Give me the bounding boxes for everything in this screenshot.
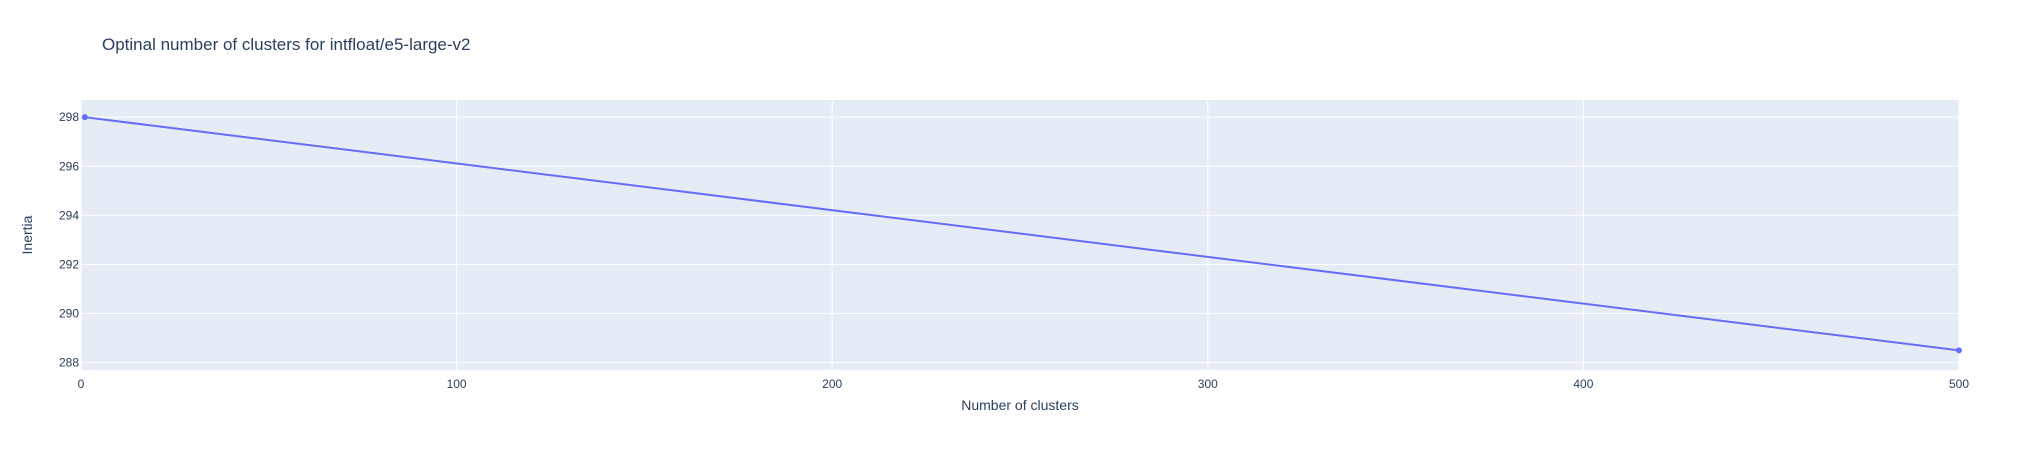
y-tick-label: 296 xyxy=(59,159,79,173)
y-tick-label: 288 xyxy=(59,356,79,370)
x-tick-label: 400 xyxy=(1573,377,1593,391)
x-tick-label: 100 xyxy=(447,377,467,391)
gridlines xyxy=(80,100,1960,370)
y-tick-label: 294 xyxy=(59,208,79,222)
series-line xyxy=(84,116,1960,352)
x-tick-labels: 0 100 200 300 400 500 xyxy=(78,377,1970,391)
x-tick-label: 500 xyxy=(1949,377,1969,391)
y-axis-title: Inertia xyxy=(19,215,35,254)
data-point xyxy=(1956,347,1962,354)
x-tick-label: 0 xyxy=(78,377,85,391)
chart-title: Optinal number of clusters for intfloat/… xyxy=(102,35,471,54)
series xyxy=(81,114,1962,354)
y-tick-label: 292 xyxy=(59,257,79,271)
data-point xyxy=(81,114,88,121)
x-tick-label: 300 xyxy=(1198,377,1218,391)
x-tick-label: 200 xyxy=(822,377,842,391)
y-tick-label: 298 xyxy=(59,110,79,124)
x-axis-title: Number of clusters xyxy=(961,397,1078,413)
y-tick-label: 290 xyxy=(59,307,79,321)
y-tick-labels: 288 290 292 294 296 298 xyxy=(59,110,79,369)
plot-area xyxy=(81,100,1959,370)
